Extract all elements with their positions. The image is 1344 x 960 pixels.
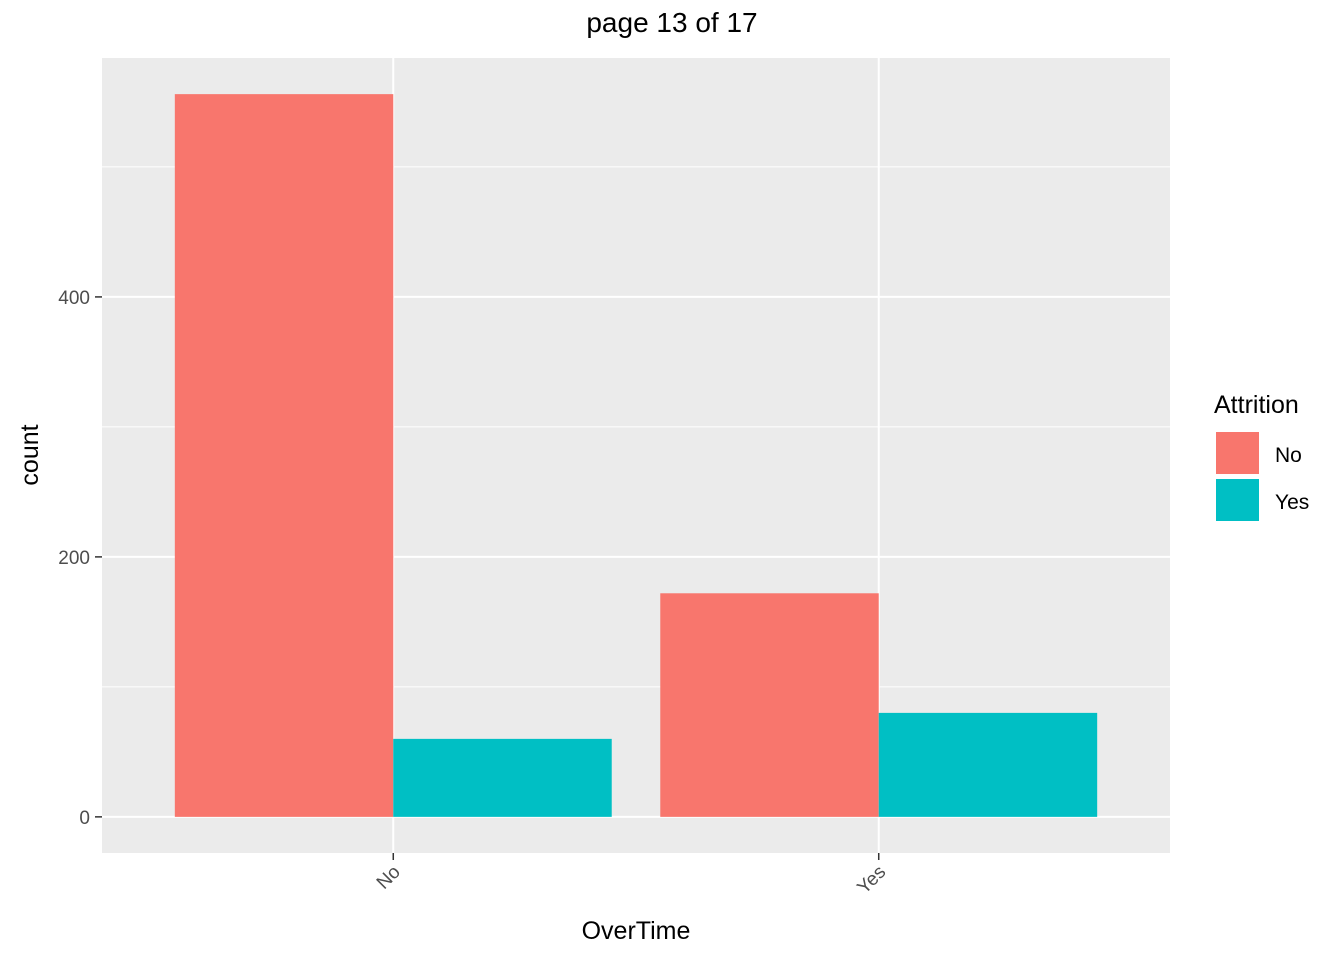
legend-label-yes: Yes — [1275, 491, 1309, 514]
x-tick-label: No — [373, 862, 405, 894]
x-axis: No Yes — [373, 853, 890, 898]
x-tick-label: Yes — [853, 862, 890, 899]
bar-no-yes — [660, 593, 879, 817]
chart-title: page 13 of 17 — [586, 7, 757, 38]
bar-yes-no — [393, 738, 612, 817]
bar-yes-yes — [878, 712, 1098, 817]
y-tick-label: 0 — [79, 808, 90, 829]
legend-title: Attrition — [1214, 391, 1299, 419]
y-axis: 0 200 400 — [58, 288, 102, 829]
bars — [174, 94, 1098, 817]
y-tick-label: 400 — [58, 288, 90, 309]
legend-label-no: No — [1275, 444, 1302, 467]
bar-no-no — [174, 94, 394, 817]
x-axis-title: OverTime — [582, 917, 691, 945]
y-axis-title: count — [16, 424, 44, 485]
legend: Attrition No Yes — [1214, 391, 1309, 521]
legend-key-yes — [1216, 479, 1259, 521]
legend-key-no — [1216, 432, 1259, 474]
y-tick-label: 200 — [58, 548, 90, 569]
